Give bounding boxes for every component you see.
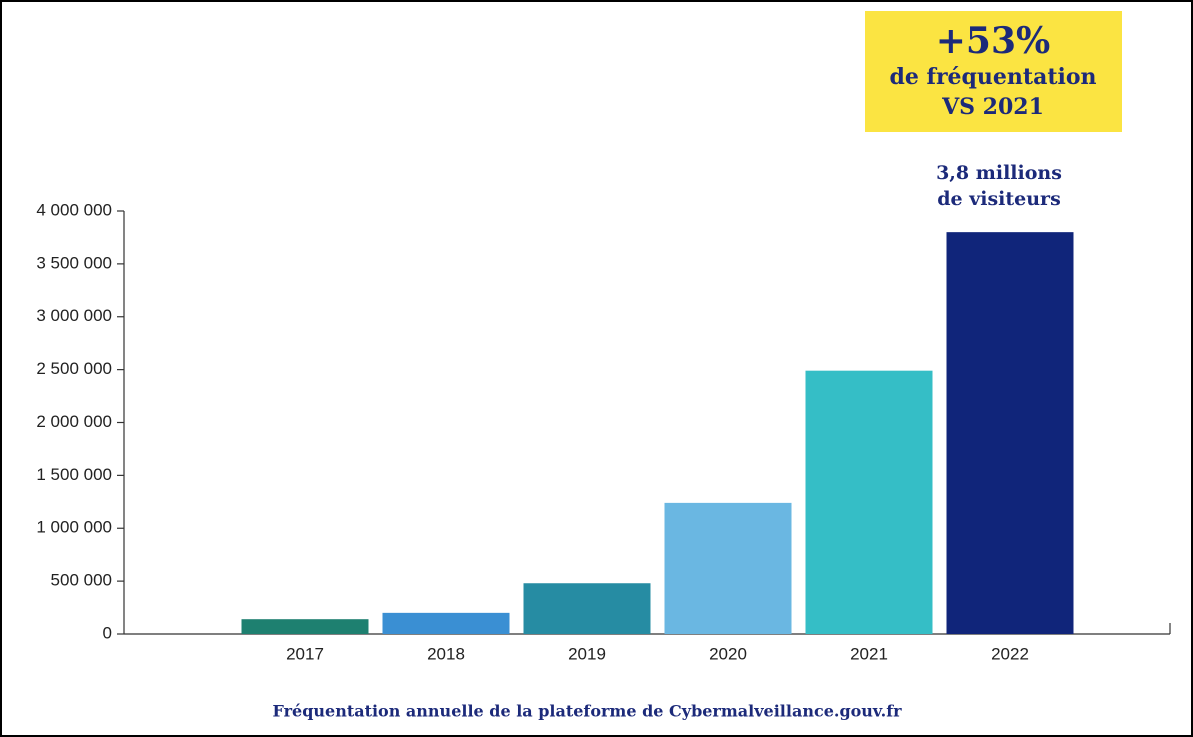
annotation: de visiteurs	[937, 188, 1061, 210]
bar	[382, 612, 510, 634]
y-tick-label: 1 500 000	[36, 465, 112, 484]
bar	[946, 232, 1074, 634]
y-tick-label: 1 000 000	[36, 518, 112, 537]
x-tick-label: 2022	[991, 644, 1029, 663]
bar	[664, 502, 792, 634]
highlight-text: +53%	[936, 20, 1050, 62]
bar	[805, 370, 933, 634]
x-tick-label: 2018	[427, 644, 465, 663]
annotation: 3,8 millions	[936, 162, 1062, 184]
y-tick-label: 2 000 000	[36, 412, 112, 431]
highlight-box	[865, 11, 1122, 132]
chart-title: Fréquentation annuelle de la plateforme …	[273, 702, 903, 721]
bar	[523, 583, 651, 634]
bar	[241, 619, 369, 634]
x-tick-label: 2017	[286, 644, 324, 663]
highlight-text: VS 2021	[941, 94, 1044, 120]
y-tick-label: 2 500 000	[36, 359, 112, 378]
y-tick-label: 4 000 000	[36, 200, 112, 219]
y-tick-label: 0	[103, 623, 112, 642]
x-tick-label: 2020	[709, 644, 747, 663]
x-tick-label: 2019	[568, 644, 606, 663]
y-tick-label: 3 500 000	[36, 253, 112, 272]
y-tick-label: 3 000 000	[36, 306, 112, 325]
highlight-text: de fréquentation	[889, 64, 1096, 90]
x-tick-label: 2021	[850, 644, 888, 663]
y-tick-label: 500 000	[51, 571, 112, 590]
